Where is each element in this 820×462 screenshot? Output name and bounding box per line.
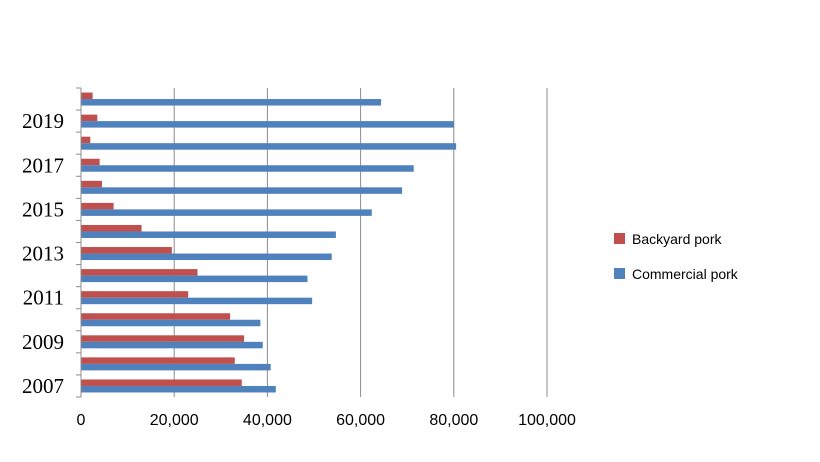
bar-backyard-pork bbox=[81, 291, 189, 298]
legend: Backyard pork Commercial pork bbox=[614, 231, 739, 282]
x-tick-label: 100,000 bbox=[518, 412, 576, 429]
x-tick-label: 80,000 bbox=[429, 412, 478, 429]
x-tick-label: 0 bbox=[77, 412, 86, 429]
bar-commercial-pork bbox=[81, 341, 263, 349]
bar-commercial-pork bbox=[81, 187, 403, 194]
y-tick-label: 2007 bbox=[22, 374, 64, 398]
bar-backyard-pork bbox=[81, 269, 198, 276]
bar-backyard-pork bbox=[81, 379, 242, 386]
bar-backyard-pork bbox=[81, 335, 245, 342]
bar-backyard-pork bbox=[81, 224, 142, 232]
bar-commercial-pork bbox=[81, 363, 271, 371]
legend-label-commercial: Commercial pork bbox=[632, 266, 739, 282]
y-tick-label: 2013 bbox=[22, 242, 64, 266]
legend-label-backyard: Backyard pork bbox=[632, 231, 722, 247]
bar-commercial-pork bbox=[81, 385, 276, 393]
bar-backyard-pork bbox=[81, 247, 172, 254]
bar-commercial-pork bbox=[81, 99, 382, 106]
bar-commercial-pork bbox=[81, 143, 457, 150]
legend-swatch-commercial bbox=[614, 268, 625, 279]
bar-backyard-pork bbox=[81, 114, 98, 122]
y-tick-label: 2015 bbox=[22, 197, 64, 221]
bar-commercial-pork bbox=[81, 319, 261, 327]
bar-commercial-pork bbox=[81, 165, 414, 172]
bar-commercial-pork bbox=[81, 297, 313, 305]
bar-backyard-pork bbox=[81, 357, 235, 364]
bar-commercial-pork bbox=[81, 253, 332, 261]
y-tick-label: 2019 bbox=[22, 109, 64, 133]
y-tick-label: 2011 bbox=[23, 286, 64, 310]
axes: 0 20,000 40,000 60,000 80,000 100,000 2007 2009… bbox=[22, 87, 576, 429]
x-tick-label: 60,000 bbox=[336, 412, 385, 429]
bar-backyard-pork bbox=[81, 180, 102, 188]
bar-backyard-pork bbox=[81, 313, 231, 320]
x-tick-label: 40,000 bbox=[243, 412, 292, 429]
bar-commercial-pork bbox=[81, 121, 454, 128]
bar-commercial-pork bbox=[81, 275, 308, 283]
y-tick-label: 2017 bbox=[22, 153, 64, 177]
y-tick-label: 2009 bbox=[22, 330, 64, 354]
gridlines bbox=[173, 88, 548, 397]
bar-backyard-pork bbox=[81, 136, 91, 144]
bars bbox=[81, 92, 457, 393]
bar-backyard-pork bbox=[81, 92, 93, 100]
legend-swatch-backyard bbox=[614, 233, 625, 244]
bar-commercial-pork bbox=[81, 231, 336, 238]
x-tick-label: 20,000 bbox=[150, 412, 199, 429]
bar-commercial-pork bbox=[81, 209, 372, 216]
bar-backyard-pork bbox=[81, 158, 100, 166]
bar-backyard-pork bbox=[81, 202, 114, 210]
